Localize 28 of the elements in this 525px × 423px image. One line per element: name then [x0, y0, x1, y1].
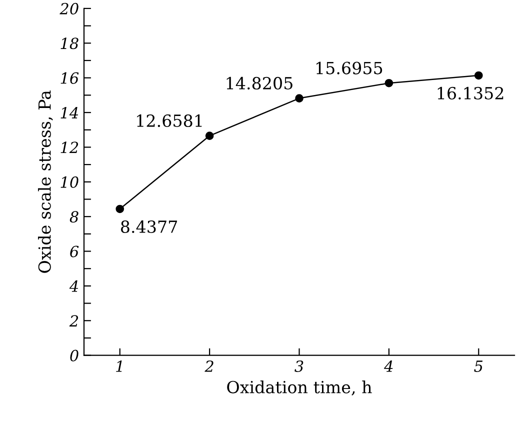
data-label: 12.6581: [137, 114, 202, 128]
data-label: 14.8205: [226, 76, 292, 90]
y-axis-title: Oxide scale stress, Pa: [38, 90, 53, 273]
y-tick-label: 2: [69, 315, 78, 326]
x-tick-label: 4: [384, 360, 393, 372]
y-tick-label: 20: [60, 2, 78, 14]
x-tick-label: 5: [474, 360, 483, 372]
data-label: 15.6955: [316, 62, 382, 74]
x-tick-label: 1: [116, 360, 122, 372]
y-tick-label: 4: [69, 280, 78, 292]
y-tick-label: 0: [70, 350, 78, 362]
point: [295, 94, 304, 102]
y-tick-label: 6: [70, 246, 79, 258]
data-label: 8.4377: [120, 220, 177, 233]
x-axis-title: Oxidation time, h: [227, 380, 372, 396]
point: [205, 132, 214, 140]
y-tick-label: 12: [60, 142, 78, 154]
y-tick-label: 8: [70, 211, 78, 223]
y-tick-label: 10: [60, 176, 78, 188]
data-label: 16.1352: [438, 86, 504, 100]
x-tick-label: 3: [294, 360, 304, 372]
point: [384, 78, 394, 88]
point: [116, 204, 124, 214]
y-tick-label: 18: [60, 38, 78, 50]
y-tick-label: 16: [60, 72, 79, 84]
y-tick-label: 14: [60, 106, 78, 118]
x-tick-label: 2: [204, 360, 214, 372]
point: [474, 71, 483, 80]
